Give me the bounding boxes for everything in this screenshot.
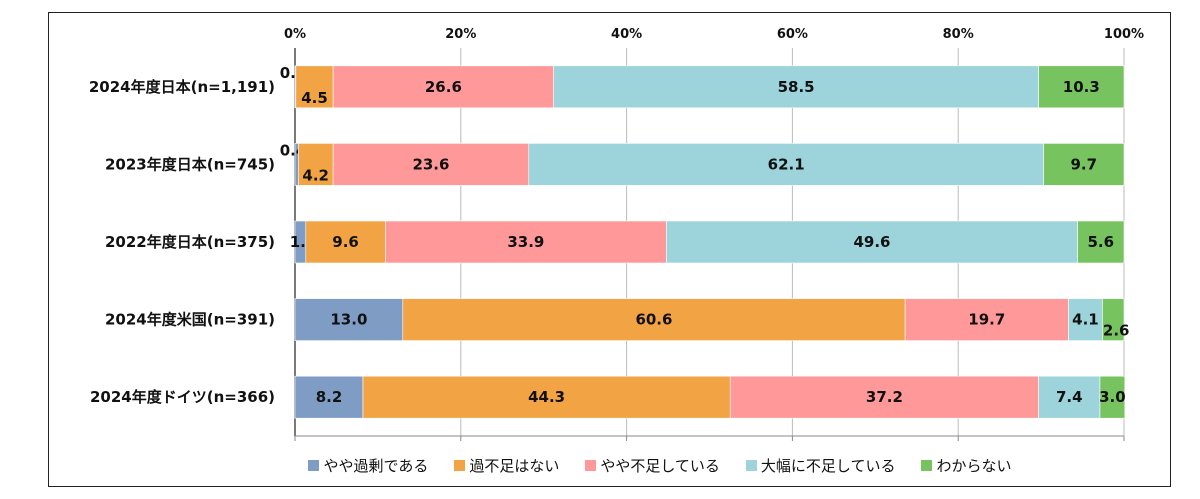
bar-segment	[295, 65, 334, 109]
legend-label: 大幅に不足している	[760, 457, 896, 475]
bar-segment	[385, 220, 667, 264]
data-label: 8.2	[316, 388, 343, 406]
bar-segment	[666, 220, 1078, 264]
x-tick-label: 80%	[943, 27, 974, 42]
data-label: 19.7	[968, 311, 1005, 329]
category-label: 2022年度日本(n=375)	[105, 233, 275, 251]
bar-segment	[1099, 375, 1126, 419]
bar-segment	[553, 65, 1039, 109]
legend-item: やや不足している	[585, 455, 720, 476]
data-label: 5.6	[1087, 233, 1114, 251]
bar-segment	[294, 298, 404, 341]
bar-segment	[332, 65, 554, 109]
bar-segment	[402, 298, 906, 341]
bar-segment	[294, 375, 364, 419]
legend-label: わからない	[936, 457, 1012, 475]
chart-frame	[48, 12, 1171, 487]
data-label: 49.6	[853, 233, 890, 251]
x-tick-label: 20%	[445, 27, 476, 42]
legend-label: やや不足している	[600, 457, 720, 475]
legend-swatch	[308, 460, 320, 471]
category-label: 2024年度ドイツ(n=366)	[90, 388, 275, 406]
category-label: 2024年度日本(n=1,191)	[89, 78, 275, 96]
data-label: 37.2	[866, 388, 903, 406]
data-label: 4.2	[302, 166, 329, 184]
x-tick-label: 40%	[611, 27, 642, 42]
legend-swatch	[745, 460, 757, 471]
bar-segment	[332, 143, 530, 186]
bar-segment	[298, 143, 334, 186]
data-label: 4.5	[301, 89, 328, 107]
data-label: 7.4	[1056, 388, 1083, 406]
x-tick-label: 100%	[1104, 27, 1144, 42]
bar-segment	[904, 298, 1069, 341]
data-label: 60.6	[635, 311, 672, 329]
category-label: 2024年度米国(n=391)	[105, 311, 275, 329]
data-label: 62.1	[768, 155, 805, 173]
bar-segment	[729, 375, 1039, 419]
data-label: 23.6	[412, 155, 449, 173]
bar-segment	[1068, 298, 1103, 341]
data-label: 9.6	[332, 233, 359, 251]
bar-segment	[1102, 298, 1125, 341]
legend-swatch	[921, 460, 933, 471]
legend-label: やや過剰である	[323, 457, 429, 475]
data-label: 13.0	[330, 311, 367, 329]
bar-segment	[1043, 143, 1125, 186]
data-label: 26.6	[425, 78, 462, 96]
bar-segment	[1038, 375, 1101, 419]
bar-segment	[1077, 220, 1125, 264]
legend-swatch	[454, 460, 466, 471]
legend: やや過剰である 過不足はない やや不足している 大幅に不足している わからない	[0, 455, 1200, 476]
legend-item: 過不足はない	[454, 455, 559, 476]
category-label: 2023年度日本(n=745)	[105, 155, 275, 173]
bar-segment	[362, 375, 731, 419]
data-label: 33.9	[507, 233, 544, 251]
data-label: 3.0	[1099, 388, 1126, 406]
data-label: 9.7	[1071, 155, 1098, 173]
data-label: 10.3	[1063, 78, 1100, 96]
legend-item: やや過剰である	[308, 455, 428, 476]
legend-item: 大幅に不足している	[745, 455, 896, 476]
x-tick-label: 60%	[777, 27, 808, 42]
legend-label: 過不足はない	[469, 457, 560, 475]
data-label: 58.5	[778, 78, 815, 96]
data-label: 2.6	[1103, 322, 1130, 340]
bar-segment	[1038, 65, 1125, 109]
legend-swatch	[585, 460, 597, 471]
bar-segment	[305, 220, 386, 264]
data-label: 4.1	[1072, 311, 1099, 329]
data-label: 44.3	[528, 388, 565, 406]
x-tick-label: 0%	[284, 27, 306, 42]
legend-item: わからない	[921, 455, 1012, 476]
